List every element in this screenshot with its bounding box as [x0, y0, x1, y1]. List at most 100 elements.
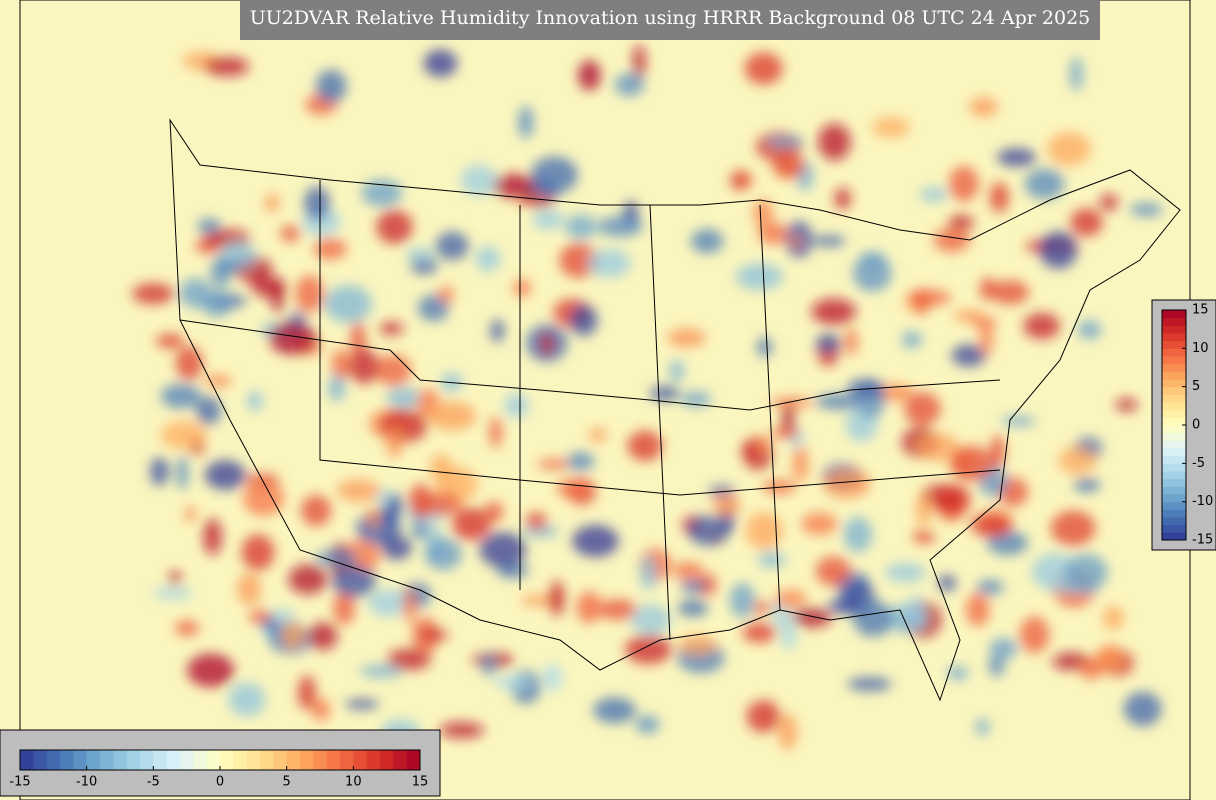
field-blob [936, 484, 971, 516]
colorbar-segment [1162, 532, 1186, 541]
field-blob [300, 494, 332, 527]
field-blob [556, 478, 589, 499]
field-blob [375, 354, 412, 387]
colorbar-segment [1162, 310, 1186, 319]
colorbar-segment [100, 750, 114, 770]
field-blob [1031, 553, 1079, 591]
field-blob [1050, 510, 1096, 546]
field-blob [947, 666, 969, 681]
field-blob [203, 374, 233, 387]
field-blob [1129, 202, 1163, 217]
field-blob [1070, 208, 1103, 237]
colorbar-segment [1162, 448, 1186, 457]
field-blob [614, 73, 645, 97]
colorbar-segment [260, 750, 274, 770]
field-blob [152, 587, 194, 600]
field-blob [688, 515, 730, 547]
field-blob [203, 56, 250, 77]
field-blob [389, 492, 403, 519]
tick-label: -15 [1192, 533, 1213, 548]
field-blob [204, 460, 246, 490]
field-blob [827, 597, 861, 615]
field-blob [521, 525, 560, 538]
field-blob [915, 492, 933, 527]
colorbar-segment [393, 750, 408, 770]
field-blob [565, 214, 598, 240]
field-blob [847, 378, 885, 398]
innovation-field [132, 44, 1163, 751]
colorbar-segment [1162, 478, 1186, 487]
field-blob [986, 530, 1029, 556]
field-blob [792, 445, 809, 483]
field-blob [991, 280, 1029, 305]
field-blob [386, 387, 422, 409]
field-blob [919, 532, 936, 544]
field-blob [635, 715, 660, 734]
field-blob [423, 49, 458, 78]
colorbar-segment [1162, 317, 1186, 326]
tick-label: 15 [1192, 303, 1209, 318]
field-blob [792, 608, 832, 628]
field-blob [493, 675, 533, 690]
field-blob [822, 468, 871, 499]
colorbar-segment [1162, 486, 1186, 495]
field-blob [242, 480, 285, 516]
field-blob [410, 258, 439, 275]
colorbar-segment [1162, 524, 1186, 533]
field-blob [402, 588, 417, 623]
tick-label: 0 [1192, 418, 1200, 433]
field-blob [916, 432, 959, 462]
tick-label: 5 [1192, 379, 1200, 394]
field-blob [184, 506, 197, 523]
field-blob [588, 427, 607, 443]
field-blob [735, 263, 784, 291]
field-blob [673, 562, 704, 580]
field-blob [429, 453, 453, 483]
field-blob [174, 620, 200, 637]
field-blob [990, 434, 1005, 468]
field-blob [630, 604, 672, 635]
colorbar-segment [1162, 425, 1186, 434]
field-blob [979, 322, 994, 356]
colorbar-segment [1162, 463, 1186, 472]
field-blob [405, 247, 436, 261]
field-blob [516, 193, 554, 207]
field-blob [537, 459, 571, 470]
field-blob [757, 222, 789, 245]
field-blob [439, 722, 485, 738]
colorbar-segment [60, 750, 74, 770]
colorbar-segment [313, 750, 328, 770]
colorbar-segment [380, 750, 394, 770]
field-blob [241, 534, 275, 571]
colorbar-segment [1162, 394, 1186, 403]
field-blob [770, 427, 801, 439]
tick-label: -15 [9, 775, 30, 790]
field-blob [937, 574, 957, 592]
field-blob [332, 565, 377, 598]
field-blob [919, 187, 948, 202]
field-blob [196, 396, 222, 425]
field-blob [1023, 312, 1061, 340]
field-blob [261, 619, 280, 631]
field-blob [1099, 648, 1117, 662]
field-blob [297, 675, 316, 711]
field-blob [491, 173, 536, 198]
field-blob [757, 337, 772, 358]
colorbar-segment [140, 750, 154, 770]
colorbar-segment [353, 750, 368, 770]
colorbar-segment [1162, 379, 1186, 388]
field-blob [168, 571, 182, 586]
field-blob [179, 278, 213, 309]
field-blob [948, 214, 975, 231]
field-blob [690, 228, 724, 254]
field-blob [379, 321, 404, 336]
field-blob [951, 344, 987, 367]
coastline-outline [169, 118, 1181, 702]
field-blob [525, 512, 548, 530]
field-blob [975, 718, 990, 737]
field-blob [746, 700, 781, 733]
colorbar-segment [406, 750, 421, 770]
tick-label: 15 [412, 775, 429, 790]
field-blob [677, 599, 709, 617]
field-blob [548, 580, 565, 617]
